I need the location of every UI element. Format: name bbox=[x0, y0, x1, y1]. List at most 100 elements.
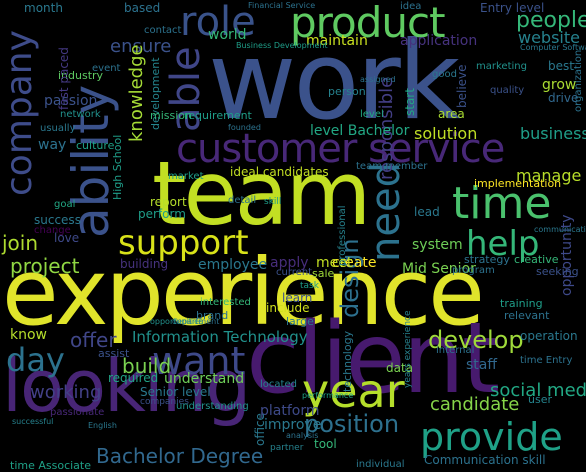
word-current: current bbox=[276, 267, 313, 278]
word-building: building bbox=[120, 257, 169, 271]
word-professional: professional bbox=[337, 205, 348, 266]
word-change: change bbox=[34, 225, 71, 236]
word-user: user bbox=[528, 393, 552, 406]
word-social-media: social media bbox=[490, 380, 586, 401]
word-love: love bbox=[54, 231, 80, 245]
word-level-bachelor: level Bachelor bbox=[310, 123, 410, 139]
word-help: help bbox=[466, 224, 540, 264]
word-create: create bbox=[332, 255, 377, 271]
word-team: team bbox=[152, 142, 371, 245]
word-seeking: seeking bbox=[536, 265, 579, 278]
word-team-member: team member bbox=[356, 161, 428, 172]
word-financial-service: Financial Service bbox=[248, 1, 316, 10]
word-staff: staff bbox=[466, 357, 498, 373]
word-department: department bbox=[172, 317, 220, 326]
word-meet: meet bbox=[316, 255, 353, 271]
word-located: located bbox=[260, 379, 297, 390]
word-event: event bbox=[92, 63, 121, 74]
word-communication: communication bbox=[534, 225, 586, 234]
word-understanding: understanding bbox=[176, 401, 249, 412]
word-want: want bbox=[152, 339, 246, 383]
word-solution: solution bbox=[414, 124, 478, 143]
word-passion: passion bbox=[44, 93, 98, 109]
word-experience: experience bbox=[2, 239, 485, 346]
word-information-technology: Information Technology bbox=[132, 328, 308, 346]
word-apply: apply bbox=[270, 255, 309, 271]
word-program: program bbox=[452, 265, 495, 276]
word-performance: performance bbox=[302, 391, 354, 400]
word-required: required bbox=[108, 371, 159, 385]
word-maintain: maintain bbox=[306, 33, 368, 49]
word-task: task bbox=[300, 281, 319, 291]
word-looking: looking bbox=[2, 344, 251, 428]
word-area: area bbox=[438, 107, 465, 121]
word-successful: successful bbox=[12, 417, 54, 426]
word-usually: usually bbox=[40, 123, 76, 134]
word-analysis: analysis bbox=[286, 431, 319, 440]
word-based: based bbox=[124, 1, 161, 15]
word-english: English bbox=[88, 421, 117, 430]
word-day: day bbox=[6, 341, 65, 379]
word-working: working bbox=[30, 382, 102, 403]
word-idea: idea bbox=[400, 1, 422, 12]
word-fast-paced: fast paced bbox=[57, 47, 71, 110]
word-join: join bbox=[2, 231, 39, 255]
word-perform: perform bbox=[138, 207, 186, 221]
word-website: website bbox=[518, 28, 580, 47]
word-individual: individual bbox=[356, 459, 405, 470]
word-customer-service: customer service bbox=[176, 126, 505, 172]
word-understand: understand bbox=[164, 371, 245, 387]
word-implementation: implementation bbox=[474, 177, 562, 190]
word-bachelor-degree: Bachelor Degree bbox=[96, 444, 264, 468]
word-opportunities: opportunities bbox=[150, 317, 204, 326]
word-ideal-candidates: ideal candidates bbox=[230, 165, 329, 179]
word-develop: develop bbox=[428, 326, 524, 354]
word-industry: industry bbox=[58, 69, 104, 82]
word-contact: contact bbox=[144, 25, 182, 36]
word-grow: grow bbox=[542, 77, 577, 93]
word-product: product bbox=[290, 0, 446, 47]
word-skill: skill bbox=[264, 197, 282, 207]
word-world: world bbox=[208, 27, 247, 43]
word-large: large bbox=[286, 315, 314, 328]
word-people: people bbox=[516, 8, 586, 33]
word-network: network bbox=[60, 109, 101, 120]
word-mid-senior: Mid Senior bbox=[402, 261, 476, 277]
word-employee: employee bbox=[198, 257, 268, 273]
word-founded: founded bbox=[228, 123, 261, 132]
word-start: start bbox=[403, 88, 417, 116]
word-improve: improve bbox=[264, 417, 322, 433]
word-time-entry: time Entry bbox=[520, 355, 573, 366]
word-computer-software: Computer Software bbox=[520, 43, 586, 52]
word-detail: detail bbox=[228, 195, 257, 206]
word-drive: drive bbox=[548, 91, 579, 105]
word-platform: platform bbox=[260, 403, 320, 419]
word-month: month bbox=[24, 1, 63, 15]
word-data: data bbox=[386, 361, 414, 375]
word-business: business bbox=[520, 124, 586, 143]
word-offer: offer bbox=[70, 328, 117, 352]
word-work: work bbox=[208, 19, 460, 144]
word-way: way bbox=[38, 137, 67, 153]
word-senior-level: Senior level bbox=[140, 385, 211, 399]
word-build: build bbox=[122, 354, 172, 378]
word-provide: provide bbox=[420, 415, 563, 459]
word-business-development: Business Development bbox=[236, 41, 328, 50]
word-requirement: requirement bbox=[184, 109, 252, 122]
word-organization: organization bbox=[573, 49, 584, 112]
word-culture: culture bbox=[76, 139, 115, 152]
word-brand: brand bbox=[196, 309, 229, 322]
word-position: position bbox=[304, 410, 400, 438]
word-passionate: passionate bbox=[50, 407, 105, 418]
word-marketing: marketing bbox=[476, 61, 527, 72]
word-goal: goal bbox=[54, 199, 76, 210]
word-learn: learn bbox=[282, 291, 313, 305]
word-system: system bbox=[412, 237, 463, 253]
word-candidate: candidate bbox=[430, 394, 520, 415]
word-training: training bbox=[500, 297, 543, 310]
word-entry-level: Entry level bbox=[480, 1, 545, 15]
word-success: success bbox=[34, 213, 81, 227]
word-time: time bbox=[452, 178, 552, 229]
word-best: best bbox=[548, 59, 574, 73]
